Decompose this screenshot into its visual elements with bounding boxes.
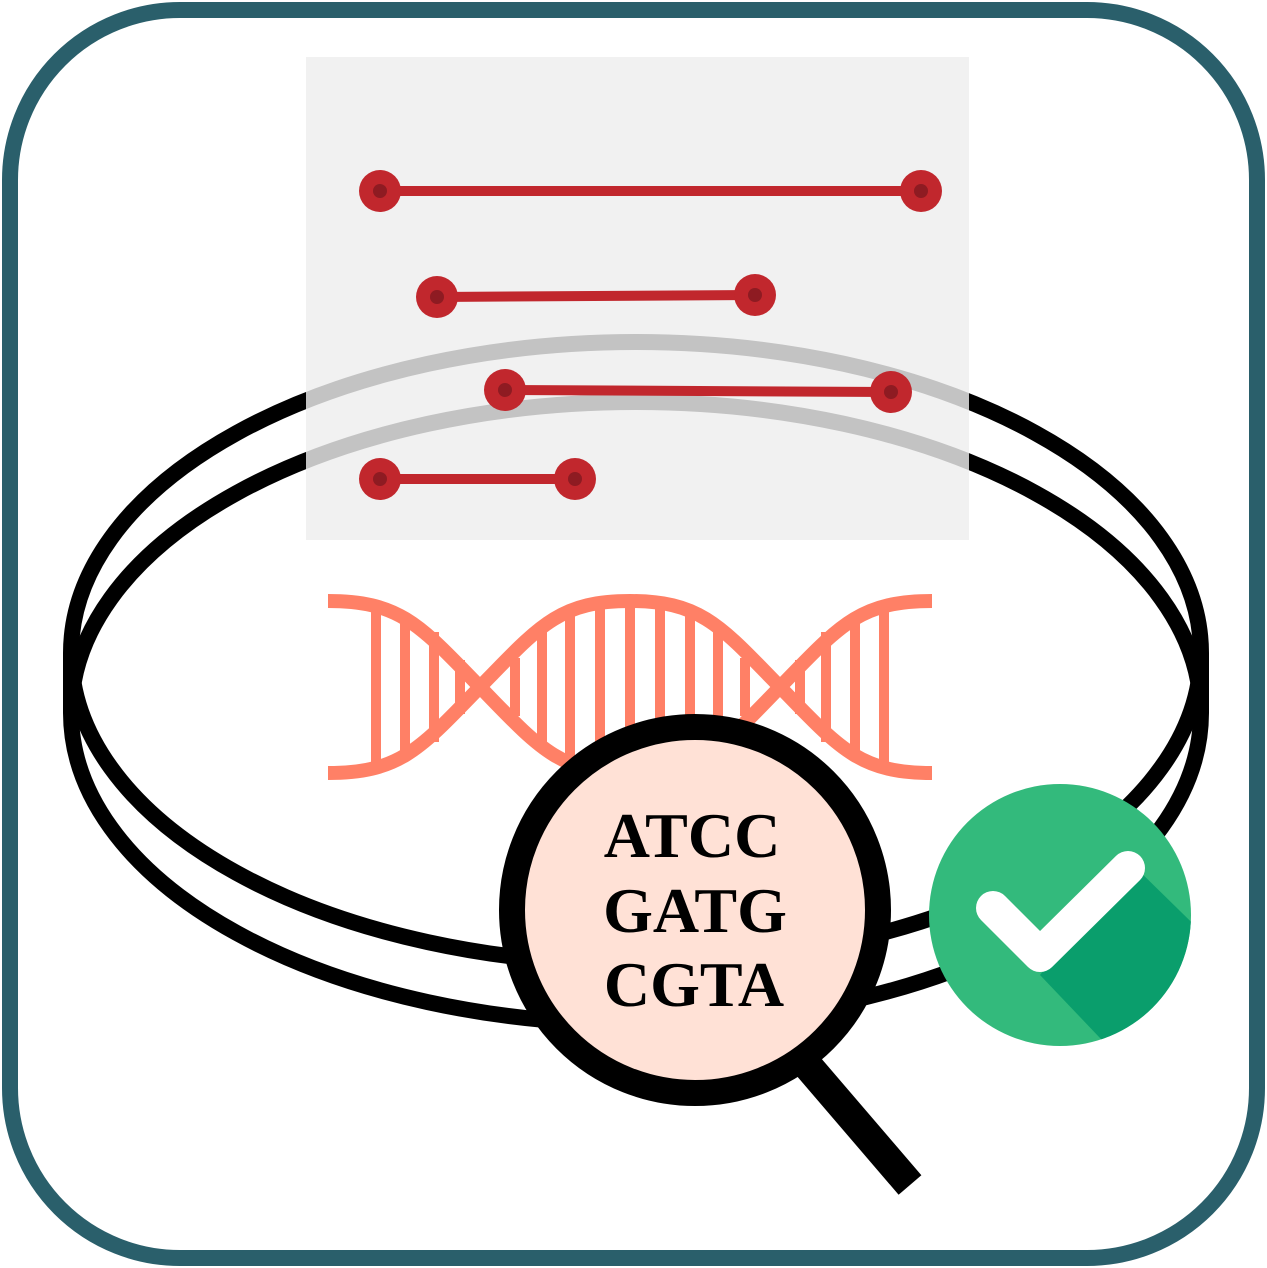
gel-band — [484, 369, 912, 413]
sequence-line-1: ATCC — [604, 800, 781, 871]
magnifying-glass-icon: ATCC GATG CGTA — [499, 714, 922, 1195]
dna-double-helix-icon — [327, 593, 933, 781]
sequence-line-2: GATG — [603, 875, 787, 946]
magnifier-lens — [499, 714, 891, 1106]
gel-band — [359, 458, 596, 500]
gel-electrophoresis-icon — [359, 170, 942, 500]
gel-band — [416, 274, 776, 318]
checkmark-badge-icon — [929, 784, 1191, 1046]
sequence-text: ATCC GATG CGTA — [603, 800, 787, 1020]
gel-band — [359, 170, 942, 212]
check-mark — [976, 851, 1145, 972]
sequence-line-3: CGTA — [604, 949, 784, 1020]
